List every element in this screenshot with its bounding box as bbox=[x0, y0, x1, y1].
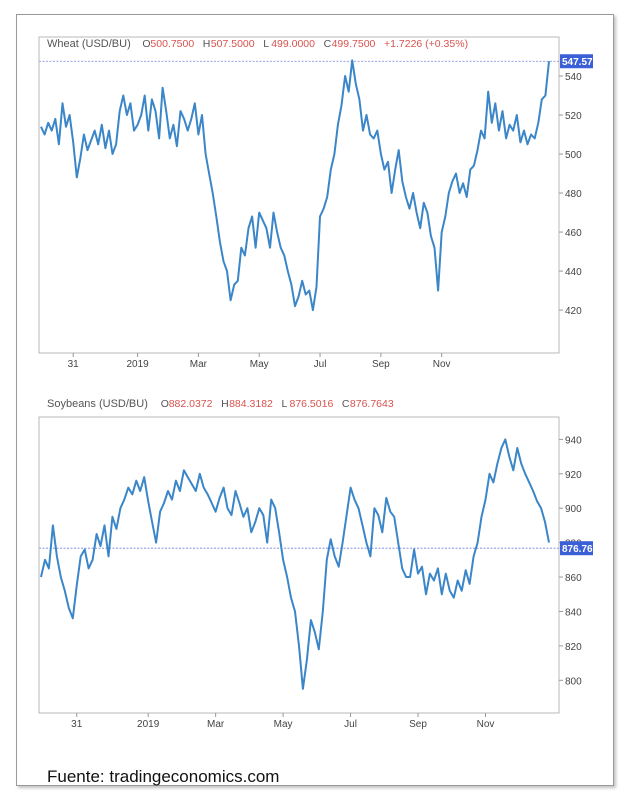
soy-xtick-label: Sep bbox=[409, 719, 427, 730]
wheat-ytick-label: 460 bbox=[565, 228, 582, 239]
wheat-xtick-label: Nov bbox=[433, 359, 451, 370]
soy-ytick-label: 900 bbox=[565, 504, 582, 515]
soy-ohlc-value-l: 876.5016 bbox=[290, 398, 334, 410]
soy-ohlc-value-h: 884.3182 bbox=[229, 398, 273, 410]
soy-xtick-label: 31 bbox=[71, 719, 83, 730]
soy-ytick-label: 800 bbox=[565, 676, 582, 687]
soybeans-chart: Soybeans (USD/BU) O 882.0372 H 884.3182 L 876… bbox=[38, 398, 593, 730]
wheat-ohlc-value-l: 499.0000 bbox=[271, 38, 315, 50]
soy-ytick-label: 940 bbox=[565, 435, 582, 446]
wheat-ohlc-key-o: O bbox=[142, 38, 150, 50]
wheat-ytick-label: 420 bbox=[565, 306, 582, 317]
figure-frame: Wheat (USD/BU) O 500.7500 H 507.5000 L 499.00… bbox=[16, 14, 614, 786]
wheat-last-value-label: 547.57 bbox=[562, 57, 593, 68]
wheat-ohlc-value-h: 507.5000 bbox=[211, 38, 255, 50]
wheat-xtick-label: May bbox=[250, 359, 269, 370]
soy-ohlc-value-o: 882.0372 bbox=[169, 398, 213, 410]
wheat-ytick-label: 540 bbox=[565, 72, 582, 83]
soybeans-title: Soybeans (USD/BU) bbox=[47, 398, 148, 410]
source-credit: Fuente: tradingeconomics.com bbox=[47, 767, 280, 786]
wheat-ytick-label: 440 bbox=[565, 267, 582, 278]
soy-xtick-label: Jul bbox=[344, 719, 357, 730]
soybeans-plot-frame bbox=[38, 416, 560, 714]
wheat-xtick-label: Sep bbox=[372, 359, 390, 370]
wheat-title: Wheat (USD/BU) bbox=[47, 38, 131, 50]
wheat-plot-frame bbox=[38, 36, 560, 354]
soy-ohlc-key-l: L bbox=[282, 398, 288, 410]
soy-xtick-label: Nov bbox=[477, 719, 495, 730]
soy-ohlc-value-c: 876.7643 bbox=[350, 398, 394, 410]
soy-xtick-label: 2019 bbox=[137, 719, 160, 730]
wheat-ohlc-value-o: 500.7500 bbox=[150, 38, 194, 50]
wheat-ytick-label: 500 bbox=[565, 150, 582, 161]
wheat-change: +1.7226 (+0.35%) bbox=[384, 38, 468, 50]
soy-xtick-label: Mar bbox=[207, 719, 225, 730]
soy-ytick-label: 860 bbox=[565, 573, 582, 584]
wheat-ohlc-key-h: H bbox=[203, 38, 211, 50]
wheat-xtick-label: 31 bbox=[68, 359, 80, 370]
wheat-ohlc-key-l: L bbox=[263, 38, 269, 50]
wheat-series-line bbox=[40, 59, 550, 312]
soy-ytick-label: 840 bbox=[565, 607, 582, 618]
soy-xtick-label: May bbox=[274, 719, 293, 730]
soy-last-value-label: 876.76 bbox=[562, 544, 593, 555]
wheat-xtick-label: Mar bbox=[190, 359, 208, 370]
wheat-ohlc-value-c: 499.7500 bbox=[332, 38, 376, 50]
soy-ohlc-key-c: C bbox=[342, 398, 350, 410]
wheat-xtick-label: Jul bbox=[314, 359, 327, 370]
soy-series-line bbox=[40, 438, 550, 690]
wheat-xtick-label: 2019 bbox=[126, 359, 149, 370]
wheat-last-value-badge bbox=[560, 54, 593, 69]
soy-ohlc-key-h: H bbox=[221, 398, 229, 410]
soy-ytick-label: 820 bbox=[565, 642, 582, 653]
wheat-ytick-label: 480 bbox=[565, 189, 582, 200]
soy-ytick-label: 920 bbox=[565, 470, 582, 481]
wheat-ytick-label: 520 bbox=[565, 111, 582, 122]
wheat-ohlc-key-c: C bbox=[324, 38, 332, 50]
soy-ohlc-key-o: O bbox=[161, 398, 169, 410]
wheat-chart: Wheat (USD/BU) O 500.7500 H 507.5000 L 499.00… bbox=[38, 36, 593, 370]
soy-last-value-badge bbox=[560, 541, 593, 556]
